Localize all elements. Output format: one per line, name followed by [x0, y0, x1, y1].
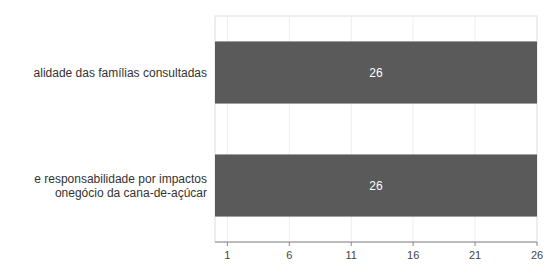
x-tick-label: 1: [224, 249, 230, 261]
x-tick: [351, 242, 352, 246]
data-label: 26: [369, 66, 383, 80]
x-tick: [537, 242, 538, 246]
bar: [215, 41, 537, 103]
x-axis: 1611162126: [215, 242, 543, 261]
x-tick-label: 11: [346, 249, 357, 261]
x-tick: [289, 242, 290, 246]
x-tick-label: 16: [407, 249, 419, 261]
x-tick: [475, 242, 476, 246]
x-tick-label: 21: [469, 249, 481, 261]
data-label: 26: [369, 179, 383, 193]
chart-container: 26261611162126alidade das famílias consu…: [0, 0, 557, 278]
bar: [215, 154, 537, 216]
bars: [215, 41, 537, 216]
chart-svg: 26261611162126alidade das famílias consu…: [0, 0, 557, 278]
y-tick-label: e responsabilidade por impactosonegócio …: [34, 172, 207, 200]
y-axis: alidade das famílias consultadas e respon…: [34, 66, 207, 200]
plot-frame: [215, 16, 537, 242]
x-tick: [227, 242, 228, 246]
x-tick: [413, 242, 414, 246]
x-tick-label: 6: [286, 249, 292, 261]
y-tick-label: alidade das famílias consultadas: [34, 66, 207, 80]
x-tick-label: 26: [531, 249, 543, 261]
x-axis-line: [215, 242, 537, 243]
